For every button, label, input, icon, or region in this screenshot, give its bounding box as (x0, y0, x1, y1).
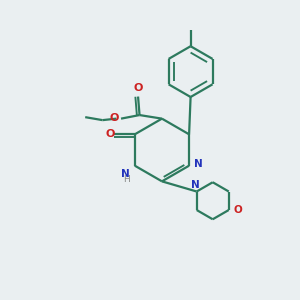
Text: O: O (106, 129, 115, 139)
Text: N: N (121, 169, 129, 179)
Text: N: N (191, 180, 200, 190)
Text: N: N (194, 159, 203, 169)
Text: O: O (233, 205, 242, 215)
Text: O: O (109, 113, 119, 123)
Text: O: O (134, 83, 143, 93)
Text: H: H (123, 175, 129, 184)
